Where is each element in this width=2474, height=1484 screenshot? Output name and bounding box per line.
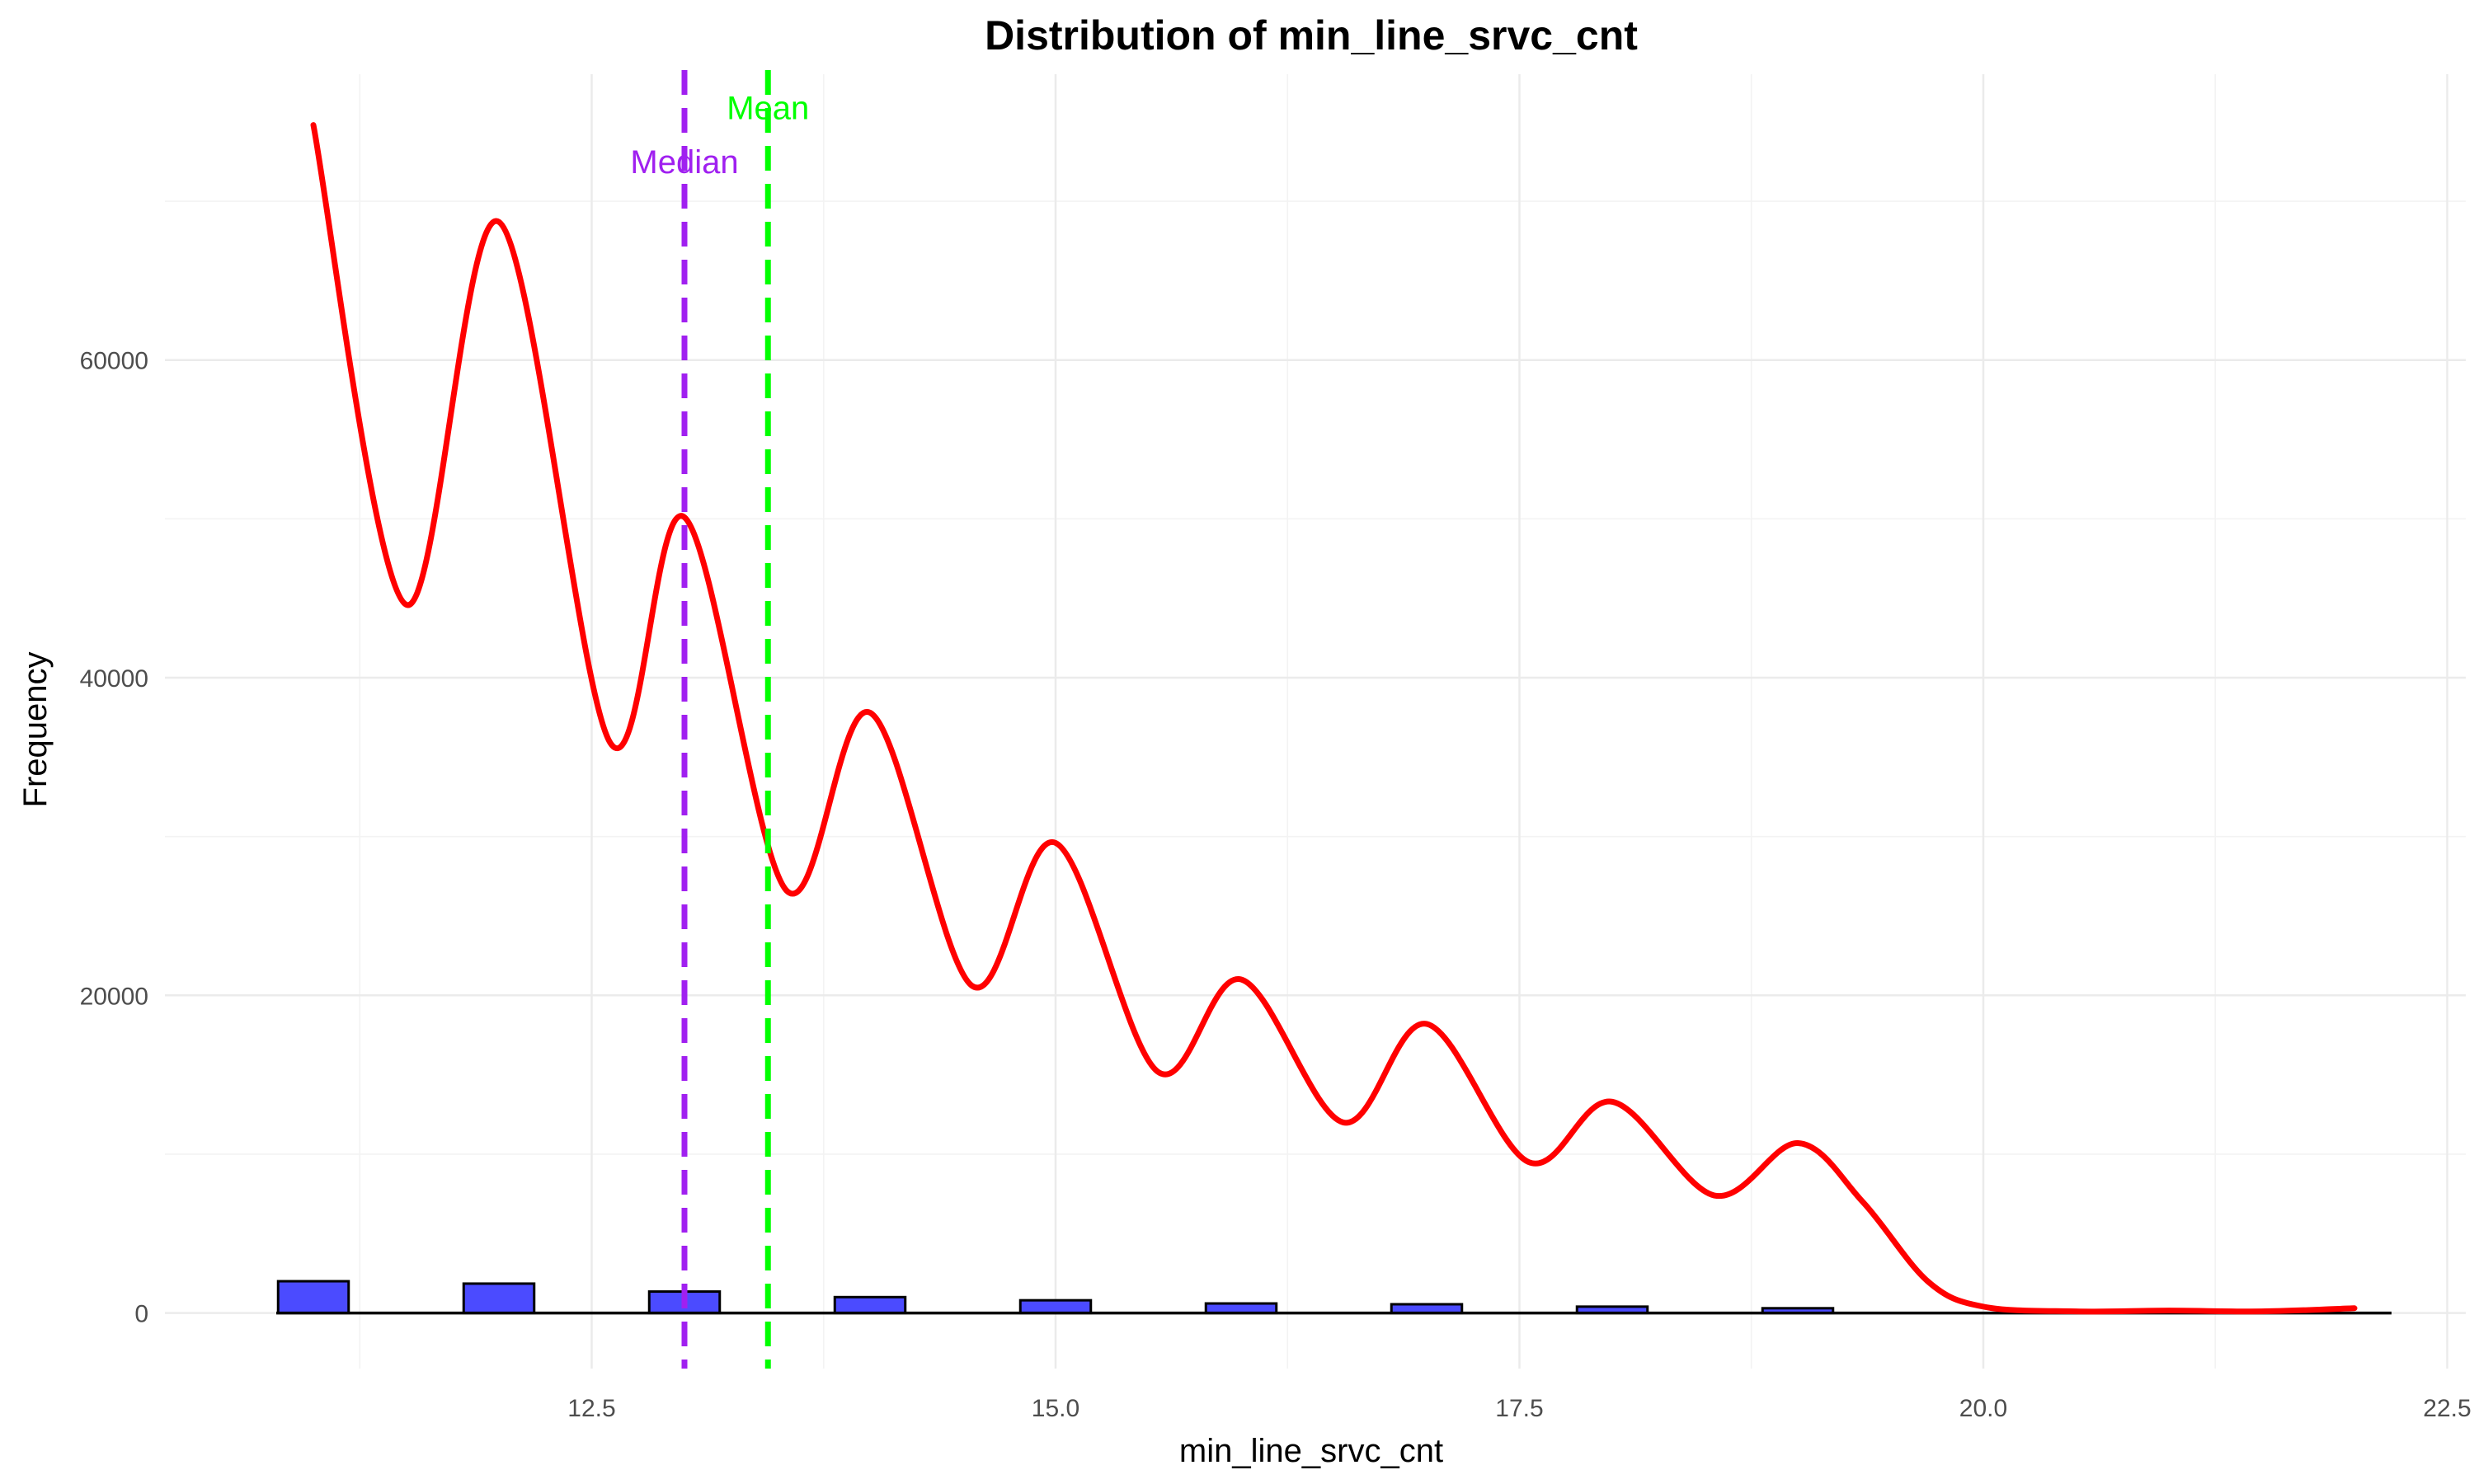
y-tick-label: 60000 [80, 348, 148, 375]
histogram-bar [276, 1280, 350, 1315]
x-tick-label: 20.0 [1959, 1395, 2007, 1422]
histogram-bar [833, 1295, 907, 1315]
histogram-bar [1018, 1298, 1093, 1315]
x-axis-title: min_line_srvc_cnt [1179, 1433, 1443, 1469]
curve-layer [310, 122, 2358, 1315]
y-tick-label: 0 [134, 1301, 148, 1328]
bars-layer [276, 1280, 2392, 1315]
grid-layer [165, 74, 2466, 1369]
tick-labels-layer: 12.5 15.0 17.5 20.0 22.5 0 20000 40000 60000 [80, 348, 2472, 1422]
y-axis-title: Frequency [17, 652, 54, 808]
density-curve [310, 122, 2358, 1315]
median-label: Median [630, 144, 738, 181]
reference-lines-layer: Median Mean [630, 70, 809, 1369]
x-tick-label: 15.0 [1032, 1395, 1079, 1422]
y-tick-label: 20000 [80, 983, 148, 1010]
mean-label: Mean [727, 90, 809, 126]
chart-title: Distribution of min_line_srvc_cnt [985, 12, 1638, 59]
y-tick-label: 40000 [80, 665, 148, 693]
x-tick-label: 12.5 [567, 1395, 615, 1422]
x-tick-label: 17.5 [1495, 1395, 1543, 1422]
histogram-bar [462, 1282, 536, 1315]
x-tick-label: 22.5 [2423, 1395, 2471, 1422]
